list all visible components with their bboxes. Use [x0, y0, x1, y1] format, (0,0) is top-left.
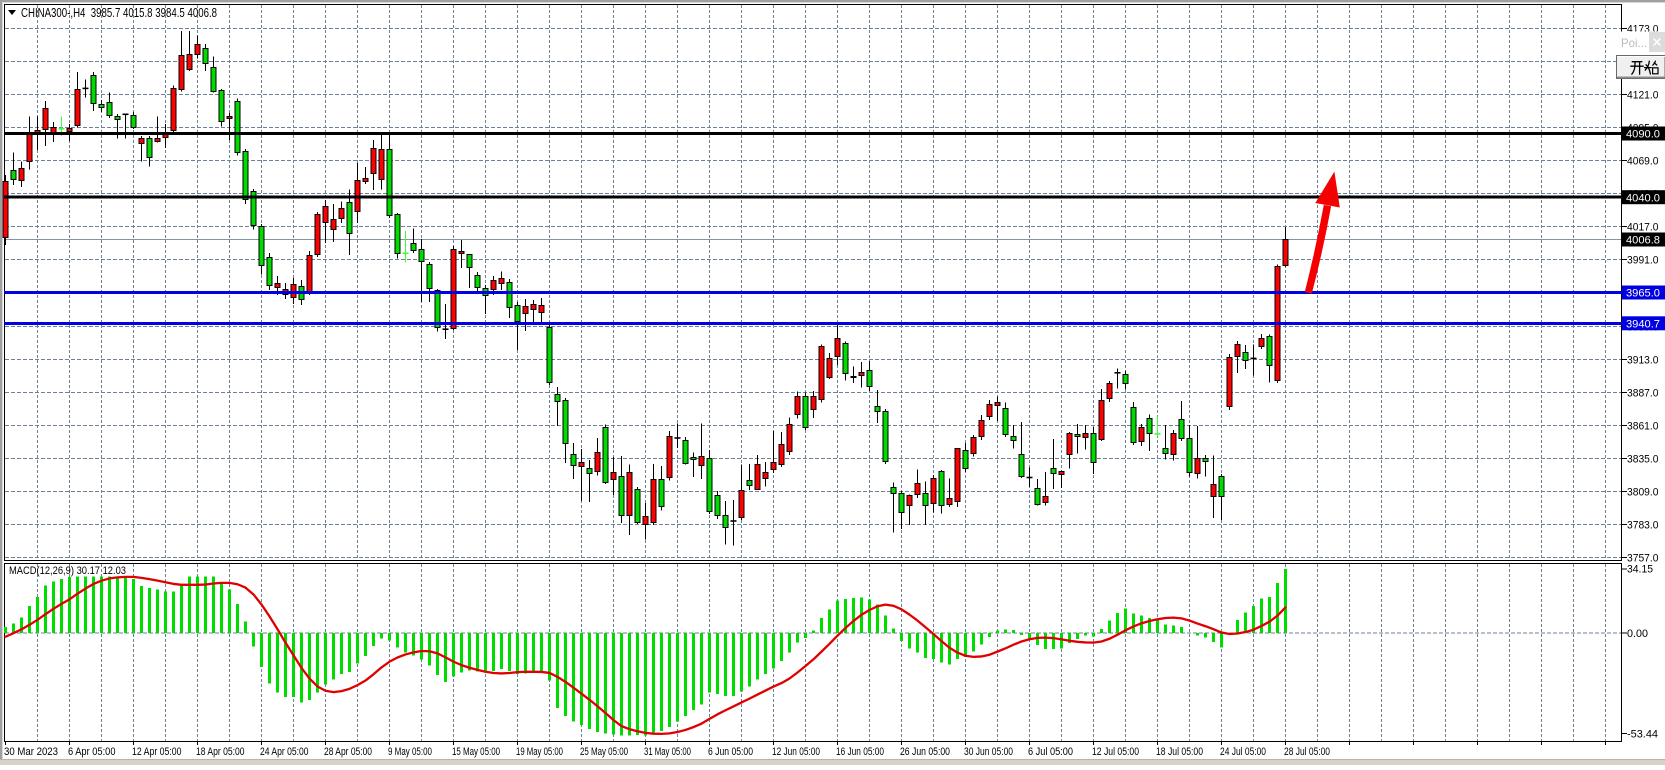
svg-text:4040.0: 4040.0: [1626, 192, 1660, 204]
svg-text:24 Jul 05:00: 24 Jul 05:00: [1220, 746, 1266, 758]
svg-text:4017.0: 4017.0: [1627, 221, 1659, 233]
svg-text:9 May 05:00: 9 May 05:00: [388, 746, 432, 758]
svg-text:30 Jun 05:00: 30 Jun 05:00: [964, 746, 1013, 758]
svg-text:15 May 05:00: 15 May 05:00: [452, 746, 500, 758]
svg-text:0.00: 0.00: [1627, 628, 1648, 640]
svg-text:CHINA300-,H4 3985.7 4015.8 39: CHINA300-,H4 3985.7 4015.8 3984.5 4006.8: [21, 6, 217, 20]
svg-text:18 Jul 05:00: 18 Jul 05:00: [1156, 746, 1203, 758]
svg-text:30 Mar 2023: 30 Mar 2023: [4, 746, 58, 758]
svg-text:3835.0: 3835.0: [1627, 453, 1659, 465]
svg-text:28 Jul 05:00: 28 Jul 05:00: [1284, 746, 1330, 758]
svg-text:31 May 05:00: 31 May 05:00: [644, 746, 691, 758]
svg-text:4069.0: 4069.0: [1627, 155, 1659, 167]
svg-text:3783.0: 3783.0: [1627, 519, 1659, 531]
svg-text:3757.0: 3757.0: [1627, 552, 1659, 564]
svg-text:12 Apr 05:00: 12 Apr 05:00: [132, 746, 182, 758]
svg-text:3913.0: 3913.0: [1627, 354, 1659, 366]
svg-text:3940.7: 3940.7: [1626, 319, 1660, 331]
svg-text:26 Jun 05:00: 26 Jun 05:00: [900, 746, 950, 758]
svg-text:18 Apr 05:00: 18 Apr 05:00: [196, 746, 245, 758]
svg-text:3809.0: 3809.0: [1627, 486, 1659, 498]
svg-text:6 Apr 05:00: 6 Apr 05:00: [68, 746, 116, 758]
svg-text:19 May 05:00: 19 May 05:00: [516, 746, 563, 758]
svg-text:6 Jun 05:00: 6 Jun 05:00: [708, 746, 753, 758]
svg-text:3991.0: 3991.0: [1627, 254, 1659, 266]
svg-text:4090.0: 4090.0: [1626, 129, 1660, 141]
svg-text:24 Apr 05:00: 24 Apr 05:00: [260, 746, 309, 758]
svg-text:3887.0: 3887.0: [1627, 387, 1659, 399]
svg-text:-53.44: -53.44: [1627, 728, 1658, 740]
svg-text:MACD(12,26,9) 30.17 12.03: MACD(12,26,9) 30.17 12.03: [9, 565, 126, 577]
svg-text:16 Jun 05:00: 16 Jun 05:00: [836, 746, 884, 758]
svg-text:12 Jul 05:00: 12 Jul 05:00: [1092, 746, 1139, 758]
svg-text:3861.0: 3861.0: [1627, 420, 1659, 432]
svg-text:3965.0: 3965.0: [1626, 288, 1660, 300]
svg-text:28 Apr 05:00: 28 Apr 05:00: [324, 746, 372, 758]
svg-text:4121.0: 4121.0: [1627, 89, 1659, 101]
svg-text:12 Jun 05:00: 12 Jun 05:00: [772, 746, 820, 758]
svg-text:34.15: 34.15: [1627, 564, 1653, 576]
svg-text:4006.8: 4006.8: [1626, 235, 1660, 247]
svg-text:6 Jul 05:00: 6 Jul 05:00: [1028, 746, 1073, 758]
svg-text:25 May 05:00: 25 May 05:00: [580, 746, 628, 758]
svg-text:Poi...: Poi...: [1621, 36, 1647, 50]
